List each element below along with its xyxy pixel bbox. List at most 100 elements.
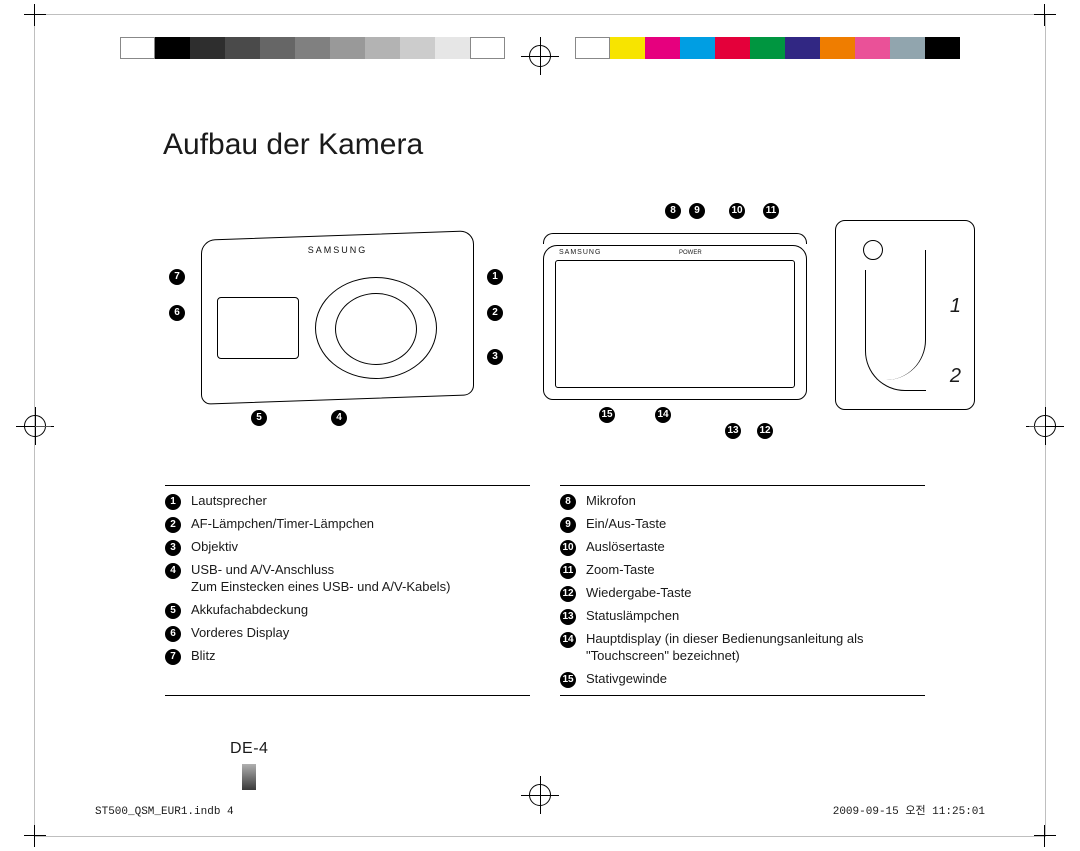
color-swatch (365, 37, 400, 59)
parts-list-row: 8 Mikrofon (560, 490, 925, 513)
part-label: Blitz (191, 648, 216, 665)
color-swatch (190, 37, 225, 59)
crop-mark-tl (24, 4, 46, 26)
part-label: Zoom-Taste (586, 562, 655, 579)
color-swatch (925, 37, 960, 59)
part-number-badge: 10 (560, 540, 576, 556)
diagram-strap: 1 2 (835, 220, 975, 410)
color-bar-color (575, 37, 960, 59)
part-number-badge: 11 (560, 563, 576, 579)
color-swatch (680, 37, 715, 59)
midline-left (35, 426, 51, 427)
color-swatch (610, 37, 645, 59)
color-swatch (155, 37, 190, 59)
color-swatch (120, 37, 155, 59)
part-label: Hauptdisplay (in dieser Bedienungsanleit… (586, 631, 925, 665)
callout-number: 8 (665, 203, 681, 219)
page-number: DE-4 (230, 740, 268, 758)
callout-number: 10 (729, 203, 745, 219)
color-swatch (225, 37, 260, 59)
callout-number: 1 (487, 269, 503, 285)
part-label: Ein/Aus-Taste (586, 516, 666, 533)
page-number-block: DE-4 (230, 740, 268, 790)
parts-list-row: 14 Hauptdisplay (in dieser Bedienungsanle… (560, 628, 925, 668)
parts-list-row: 2AF-Lämpchen/Timer-Lämpchen (165, 513, 530, 536)
part-label: Akkufachabdeckung (191, 602, 308, 619)
color-swatch (435, 37, 470, 59)
part-number-badge: 4 (165, 563, 181, 579)
callout-number: 6 (169, 305, 185, 321)
registration-target-bottom (521, 776, 559, 814)
part-number-badge: 3 (165, 540, 181, 556)
registration-target-top (521, 37, 559, 75)
parts-list-row: 7 Blitz (165, 645, 530, 668)
callout-number: 7 (169, 269, 185, 285)
page-tab-marker (242, 764, 256, 790)
page-frame: Aufbau der Kamera SAMSUNG 1234567 SAMSUN… (34, 14, 1046, 837)
color-swatch (260, 37, 295, 59)
parts-list-row: 13 Statuslämpchen (560, 605, 925, 628)
color-swatch (855, 37, 890, 59)
part-label: Auslösertaste (586, 539, 665, 556)
brand-label-back: SAMSUNG (559, 249, 601, 256)
brand-label-front: SAMSUNG (308, 245, 368, 255)
callout-number: 11 (763, 203, 779, 219)
crop-mark-br (1034, 825, 1056, 847)
part-number-badge: 2 (165, 517, 181, 533)
callout-number: 4 (331, 410, 347, 426)
color-bar-grayscale (120, 37, 505, 59)
parts-list-row: 4 USB- und A/V-Anschluss Zum Einstecken e… (165, 559, 530, 599)
footer-timestamp: 2009-09-15 오전 11:25:01 (833, 802, 985, 818)
callout-number: 2 (487, 305, 503, 321)
color-swatch (400, 37, 435, 59)
parts-list: 1Lautsprecher2AF-Lämpchen/Timer-Lämpchen… (165, 485, 925, 696)
part-number-badge: 7 (165, 649, 181, 665)
strap-step-2: 2 (950, 365, 961, 388)
part-number-badge: 8 (560, 494, 576, 510)
part-label: Statuslämpchen (586, 608, 679, 625)
part-label: USB- und A/V-Anschluss Zum Einstecken ei… (191, 562, 450, 596)
parts-list-row: 1Lautsprecher (165, 490, 530, 513)
part-number-badge: 15 (560, 672, 576, 688)
parts-list-row: 5 Akkufachabdeckung (165, 599, 530, 622)
parts-list-row: 9 Ein/Aus-Taste (560, 513, 925, 536)
footer-filename: ST500_QSM_EUR1.indb 4 (95, 806, 234, 818)
parts-list-left: 1Lautsprecher2AF-Lämpchen/Timer-Lämpchen… (165, 485, 530, 696)
callout-number: 12 (757, 423, 773, 439)
callout-number: 14 (655, 407, 671, 423)
callout-number: 3 (487, 349, 503, 365)
midline-right (1029, 426, 1045, 427)
part-label: Wiedergabe-Taste (586, 585, 692, 602)
part-label: Stativgewinde (586, 671, 667, 688)
parts-list-right: 8 Mikrofon 9 Ein/Aus-Taste 10 Auslösertaste 11… (560, 485, 925, 696)
parts-list-row: 6 Vorderes Display (165, 622, 530, 645)
color-swatch (295, 37, 330, 59)
diagram-camera-back: SAMSUNG POWER 89101112131415 (535, 205, 815, 430)
part-label: Vorderes Display (191, 625, 289, 642)
color-swatch (890, 37, 925, 59)
part-label: Lautsprecher (191, 493, 267, 510)
part-label: Mikrofon (586, 493, 636, 510)
part-label: Objektiv (191, 539, 238, 556)
crop-mark-tr (1034, 4, 1056, 26)
color-swatch (645, 37, 680, 59)
callout-number: 9 (689, 203, 705, 219)
callout-number: 15 (599, 407, 615, 423)
part-number-badge: 14 (560, 632, 576, 648)
power-label: POWER (679, 250, 702, 256)
page-title: Aufbau der Kamera (163, 128, 423, 162)
parts-list-row: 12 Wiedergabe-Taste (560, 582, 925, 605)
part-number-badge: 13 (560, 609, 576, 625)
color-swatch (750, 37, 785, 59)
callout-number: 13 (725, 423, 741, 439)
part-number-badge: 12 (560, 586, 576, 602)
color-swatch (330, 37, 365, 59)
part-number-badge: 6 (165, 626, 181, 642)
crop-mark-bl (24, 825, 46, 847)
parts-list-row: 3 Objektiv (165, 536, 530, 559)
part-number-badge: 5 (165, 603, 181, 619)
part-number-badge: 9 (560, 517, 576, 533)
parts-list-row: 10 Auslösertaste (560, 536, 925, 559)
diagram-camera-front: SAMSUNG 1234567 (165, 205, 510, 430)
color-swatch (785, 37, 820, 59)
